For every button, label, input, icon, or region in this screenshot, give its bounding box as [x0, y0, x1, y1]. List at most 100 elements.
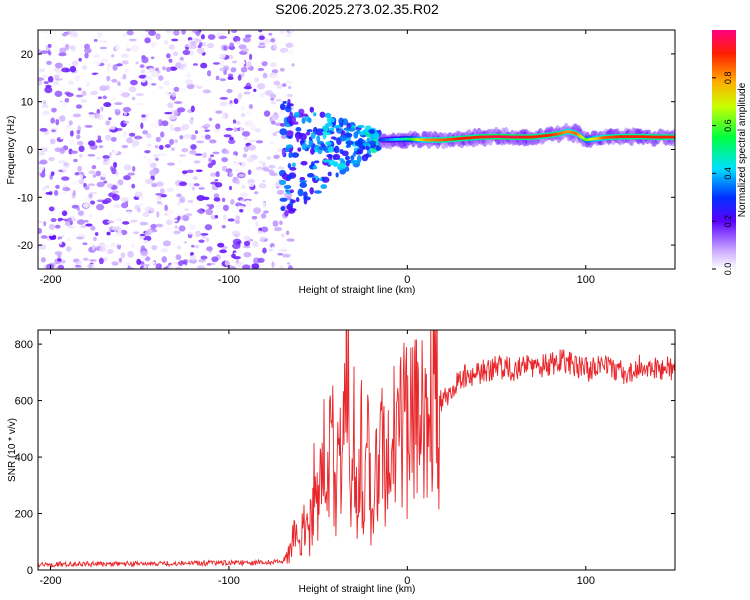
spectrogram-noise-cell — [41, 253, 48, 258]
spectrogram-noise-cell — [90, 225, 96, 231]
spectrogram-transition-cell — [365, 131, 371, 138]
spectrogram-noise-cell — [251, 114, 258, 118]
spectrogram-noise-cell — [149, 207, 155, 213]
spectrogram-noise-cell — [115, 217, 124, 222]
spectrogram-noise-cell — [45, 185, 50, 189]
spectrogram-noise-cell — [132, 165, 136, 172]
spectrogram-noise-cell — [166, 187, 175, 193]
spectrogram-transition-cell — [357, 124, 365, 129]
spectrogram-transition-cell — [299, 133, 307, 141]
spectrogram-transition-cell — [284, 209, 289, 217]
spectrogram-noise-cell — [61, 176, 70, 181]
spectrogram-transition-cell — [320, 184, 328, 190]
spectrogram-noise-cell — [41, 104, 49, 109]
spectrogram-noise-cell — [133, 231, 140, 235]
snr-ytick-label: 400 — [15, 452, 33, 464]
spectrogram-noise-cell — [169, 124, 175, 132]
spectrogram-noise-cell — [126, 261, 131, 267]
spectrogram-noise-cell — [111, 167, 117, 175]
spectrogram-ytick-label: 20 — [21, 49, 33, 61]
spectrogram-noise-cell — [98, 257, 104, 265]
spectrogram-noise-cell — [288, 258, 294, 263]
spectrogram-noise-cell — [55, 184, 60, 190]
spectrogram-transition-cell — [364, 153, 370, 158]
spectrogram-noise-cell — [73, 158, 78, 163]
spectrogram-transition-cell — [297, 188, 304, 197]
spectrogram-noise-cell — [213, 197, 221, 202]
spectrogram-noise-cell — [173, 101, 183, 104]
spectrogram-noise-cell — [116, 63, 123, 67]
spectrogram-noise-cell — [177, 201, 181, 206]
spectrogram-noise-cell — [65, 246, 72, 252]
spectrogram-noise-cell — [288, 265, 293, 269]
spectrogram-transition-cell — [316, 135, 321, 143]
spectrogram-noise-cell — [111, 261, 119, 266]
spectrogram-noise-cell — [243, 126, 251, 132]
spectrogram-noise-cell — [131, 183, 136, 189]
spectrogram-noise-cell — [63, 162, 70, 168]
spectrogram-noise-cell — [128, 132, 136, 137]
spectrogram-noise-cell — [57, 253, 61, 260]
spectrogram-noise-cell — [90, 90, 98, 96]
spectrogram-transition-cell — [345, 155, 350, 161]
spectrogram-transition-cell — [325, 132, 331, 136]
spectrogram-noise-cell — [166, 209, 174, 216]
spectrogram-noise-cell — [204, 224, 213, 231]
snr-xtick-label: 100 — [577, 575, 595, 587]
spectrogram-noise-cell — [247, 169, 252, 175]
spectrogram-noise-cell — [215, 32, 223, 37]
spectrogram-transition-cell — [316, 131, 324, 136]
spectrogram-transition-cell — [369, 133, 375, 141]
spectrogram-noise-cell — [145, 133, 152, 139]
spectrogram-noise-cell — [242, 264, 251, 269]
spectrogram-noise-cell — [168, 114, 177, 120]
spectrogram-noise-cell — [192, 63, 199, 66]
spectrogram-noise-cell — [286, 93, 293, 98]
spectrogram-noise-cell — [253, 207, 262, 215]
spectrogram-noise-cell — [77, 174, 83, 180]
spectrogram-noise-cell — [111, 152, 115, 159]
spectrogram-noise-cell — [248, 182, 255, 188]
spectrogram-noise-cell — [57, 258, 62, 262]
spectrogram-noise-cell — [59, 115, 66, 122]
spectrogram-noise-cell — [182, 214, 190, 222]
spectrogram-noise-cell — [221, 157, 229, 163]
spectrogram-noise-cell — [198, 186, 205, 190]
spectrogram-noise-cell — [234, 168, 242, 173]
spectrogram-noise-cell — [52, 80, 60, 86]
spectrogram-noise-cell — [167, 162, 175, 166]
spectrogram-noise-cell — [121, 202, 128, 209]
spectrogram-transition-cell — [345, 132, 353, 138]
spectrogram-noise-cell — [219, 253, 228, 258]
spectrogram-transition-cell — [316, 128, 324, 133]
spectrogram-ytick-label: 0 — [27, 145, 33, 157]
spectrogram-noise-cell — [243, 235, 251, 241]
spectrogram-noise-cell — [156, 195, 160, 202]
spectrogram-noise-cell — [121, 33, 127, 37]
spectrogram-noise-cell — [71, 45, 76, 52]
spectrogram-noise-cell — [184, 79, 193, 85]
spectrogram-noise-cell — [143, 265, 148, 269]
spectrogram-noise-cell — [169, 138, 175, 145]
spectrogram-noise-cell — [228, 185, 233, 191]
spectrogram-noise-cell — [159, 188, 165, 195]
spectrogram-noise-cell — [246, 44, 252, 49]
spectrogram-noise-cell — [284, 80, 293, 85]
spectrogram-noise-cell — [39, 147, 48, 153]
spectrogram-noise-cell — [259, 236, 266, 242]
spectrogram-noise-cell — [242, 37, 251, 43]
spectrogram-noise-cell — [111, 54, 115, 58]
spectrogram-noise-cell — [230, 154, 237, 161]
spectrogram-noise-cell — [103, 102, 112, 108]
spectrogram-transition-cell — [289, 189, 295, 194]
spectrogram-noise-cell — [55, 118, 60, 126]
spectrogram-noise-cell — [140, 69, 146, 74]
spectrogram-noise-cell — [131, 244, 135, 248]
spectrogram-noise-cell — [88, 114, 96, 119]
spectrogram-noise-cell — [191, 186, 196, 191]
spectrogram-noise-cell — [110, 136, 117, 142]
spectrogram-noise-cell — [245, 110, 251, 115]
spectrogram-noise-cell — [175, 62, 182, 69]
spectrogram-noise-cell — [181, 30, 186, 35]
spectrogram-noise-cell — [59, 100, 64, 104]
